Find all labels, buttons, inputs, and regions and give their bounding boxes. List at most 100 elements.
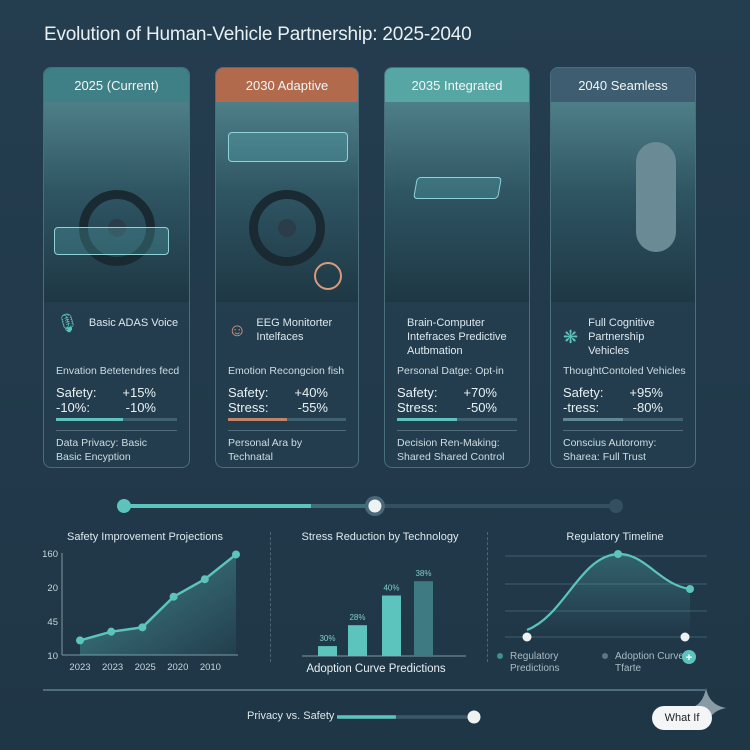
stage-card[interactable]: 2025 (Current) 🎙 Basic ADAS Voice Envatio… (43, 67, 190, 468)
plus-icon: + (686, 652, 692, 664)
data-point (686, 585, 694, 593)
safety-label: Safety: (228, 385, 269, 400)
steering-wheel-icon (78, 190, 155, 266)
safety-label: Safety: (397, 385, 438, 400)
data-point (76, 636, 84, 645)
what-if-button[interactable]: What If (652, 706, 712, 730)
brain-icon: ❋ (563, 327, 579, 347)
stage-card[interactable]: 2040 Seamless ❋ Full Cognitive Partnershi… (550, 67, 696, 468)
stress-value: -80% (632, 400, 663, 415)
timeline-end-dot (609, 499, 623, 513)
stage-header[interactable]: 2025 (Current) (44, 68, 189, 102)
bar (318, 646, 337, 656)
plus-button (682, 650, 696, 664)
privacy-slider-knob (467, 710, 481, 724)
stress-value: -55% (297, 400, 328, 415)
feature-label: Brain-Computer Intefraces Predictive Aut… (407, 317, 507, 357)
legend-label: Predictions (510, 663, 559, 674)
divider (487, 532, 488, 662)
data-point (614, 550, 622, 558)
stress-label: -10%: (56, 400, 90, 415)
feature-label: EEG Monitorter Intelfaces (256, 317, 333, 343)
microphone-icon: 🎙 (56, 313, 79, 333)
timeline-knob-center (368, 499, 382, 513)
data-label: 38% (415, 569, 431, 578)
footer-line: Conscius Autoromy: (563, 437, 657, 449)
sparkle-icon (690, 688, 726, 728)
stress-bar-chart: Stress Reduction by Technology Adoption … (302, 531, 466, 675)
safety-value: +40% (294, 385, 328, 400)
passenger-figure (636, 142, 676, 252)
divider (228, 430, 346, 431)
chart-xlabel: Adoption Curve Predictions (306, 663, 446, 675)
legend-label: Adoption Curve (615, 651, 684, 662)
stress-value: -50% (466, 400, 497, 415)
safety-value: +70% (463, 385, 497, 400)
progress-bar (228, 418, 346, 421)
smiley-icon: ☺ (228, 320, 247, 340)
hud-display (228, 132, 348, 162)
stage-card[interactable]: 2030 Adaptive ☺ EEG Monitorter Intelfaces… (215, 67, 359, 468)
hud-display (54, 227, 169, 255)
data-point (232, 550, 240, 559)
stress-label: -tress: (563, 400, 600, 415)
chart-title: Regulatory Timeline (566, 531, 663, 543)
data-label: 40% (383, 584, 399, 593)
area-fill (80, 554, 236, 655)
footer-line: Decision Ren-Making: (397, 437, 500, 449)
y-tick-label: 10 (47, 651, 58, 662)
steering-wheel-icon (249, 190, 325, 266)
feature-subtitle: Personal Datge: Opt-in (397, 365, 504, 377)
feature-label: Basic ADAS Voice (88, 317, 179, 329)
chart-title: Stress Reduction by Technology (302, 531, 459, 543)
timeline-marker (522, 632, 532, 642)
legend-label: Tfarte (615, 663, 642, 674)
safety-value: +95% (629, 385, 663, 400)
chart-title: Safety Improvement Projections (67, 531, 223, 543)
vehicle-interior-image (44, 102, 189, 302)
stage-header[interactable]: 2030 Adaptive (216, 68, 358, 102)
progress-bar (397, 418, 517, 421)
x-tick-label: 2023 (69, 662, 90, 673)
divider (56, 430, 177, 431)
area-fill (527, 553, 690, 637)
data-label: 30% (319, 634, 335, 643)
timeline-slider[interactable] (110, 490, 630, 522)
privacy-slider-label: Privacy vs. Safety (247, 710, 335, 722)
safety-line-chart: Safety Improvement Projections 10 45 20 160… (42, 531, 240, 673)
stage-card[interactable]: 2035 Integrated Brain-Computer Intefrace… (384, 67, 530, 468)
timeline-marker (680, 632, 690, 642)
footer-line: Data Privacy: Basic (56, 437, 148, 449)
footer-line: Shared Shared Control (397, 451, 505, 463)
data-point (200, 575, 209, 584)
vehicle-interior-image (551, 102, 695, 302)
safety-value: +15% (122, 385, 156, 400)
data-point (107, 627, 116, 636)
regulatory-timeline-chart: Regulatory Timeline RegulatoryPrediction… (497, 531, 707, 674)
divider (43, 689, 705, 691)
feature-label: Full Cognitive Partnership Vehicles (588, 317, 655, 357)
x-tick-label: 2023 (102, 662, 123, 673)
data-label: 28% (349, 613, 365, 622)
feature-subtitle: Emotion Recongcion fish (228, 365, 345, 377)
feature-subtitle: ThoughtContoled Vehicles (563, 365, 686, 377)
progress-bar (56, 418, 177, 421)
stress-label: Stress: (397, 400, 438, 415)
footer-line: Personal Ara by (228, 437, 303, 449)
y-tick-label: 20 (47, 583, 58, 594)
privacy-safety-slider[interactable] (333, 707, 485, 727)
stage-header[interactable]: 2040 Seamless (551, 68, 695, 102)
data-point (138, 623, 147, 632)
series-line (79, 553, 237, 642)
legend-dot (497, 653, 503, 659)
x-tick-label: 2010 (200, 662, 221, 673)
progress-bar (563, 418, 683, 421)
y-tick-label: 160 (42, 549, 58, 560)
y-tick-label: 45 (47, 617, 58, 628)
divider (563, 430, 683, 431)
data-point (169, 592, 178, 601)
safety-label: Safety: (56, 385, 97, 400)
stage-header[interactable]: 2035 Integrated (385, 68, 529, 102)
timeline-start-dot (117, 499, 131, 513)
legend-label: Regulatory (510, 651, 558, 662)
